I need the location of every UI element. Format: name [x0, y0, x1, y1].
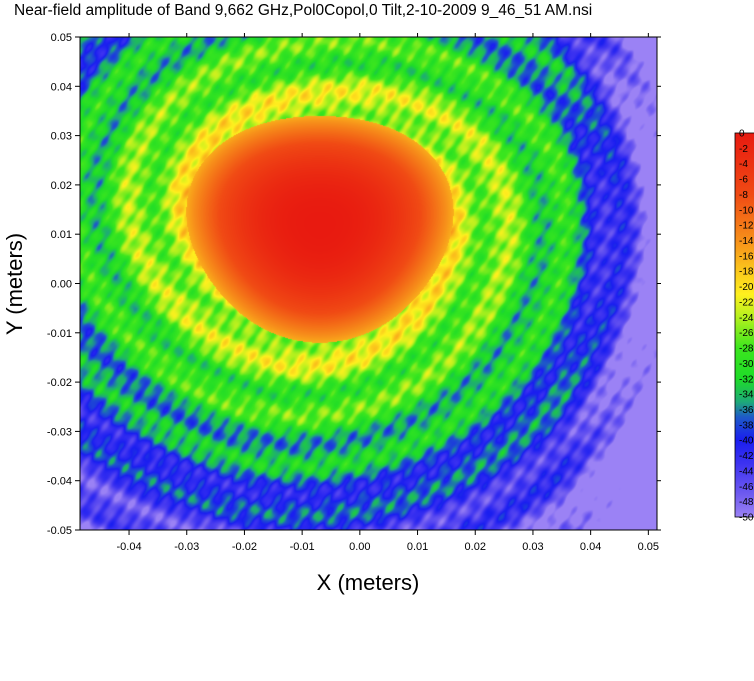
y-tick-label: -0.03 [47, 426, 72, 438]
colorbar-label: -6 [739, 175, 748, 186]
y-tick-label: -0.04 [47, 476, 72, 488]
y-tick-label: -0.01 [47, 328, 72, 340]
colorbar-label: -40 [739, 436, 754, 447]
colorbar-labels: 0 -2 -4 -6 -8 -10 -12 -14 -16 -18 -20 -22 -24 -26 -28 -… [739, 129, 754, 524]
x-tick-label: -0.03 [174, 541, 199, 553]
x-axis: -0.04 -0.03 -0.02 -0.01 0.00 0.01 0.02 0.03 0.04… [117, 33, 659, 553]
y-tick-label: 0.05 [51, 32, 72, 44]
x-axis-title: X (meters) [317, 570, 420, 595]
colorbar-label: -8 [739, 190, 748, 201]
colorbar-label: -20 [739, 282, 754, 293]
colorbar-label: -12 [739, 221, 754, 232]
colorbar-label: 0 [739, 129, 745, 140]
x-tick-label: -0.01 [290, 541, 315, 553]
x-tick-label: 0.02 [465, 541, 486, 553]
colorbar-label: -18 [739, 267, 754, 278]
y-axis-title: Y (meters) [2, 233, 27, 335]
x-tick-label: 0.05 [638, 541, 659, 553]
y-tick-label: 0.00 [51, 279, 72, 291]
colorbar-label: -26 [739, 328, 754, 339]
x-tick-label: -0.02 [232, 541, 257, 553]
colorbar-label: -34 [739, 390, 754, 401]
colorbar-label: -44 [739, 466, 754, 477]
colorbar-label: -46 [739, 482, 754, 493]
y-axis: 0.05 0.04 0.03 0.02 0.01 0.00 -0.01 -0.02 -0.03 -… [47, 32, 661, 537]
colorbar-label: -42 [739, 451, 754, 462]
colorbar-label: -22 [739, 297, 754, 308]
colorbar-label: -50 [739, 513, 754, 524]
x-tick-label: 0.01 [407, 541, 428, 553]
colorbar-label: -32 [739, 374, 754, 385]
colorbar-label: -38 [739, 420, 754, 431]
colorbar-label: -16 [739, 251, 754, 262]
colorbar-label: -36 [739, 405, 754, 416]
y-tick-label: 0.01 [51, 229, 72, 241]
x-tick-label: 0.04 [580, 541, 601, 553]
colorbar-label: -10 [739, 205, 754, 216]
colorbar-label: -2 [739, 144, 748, 155]
y-tick-label: -0.02 [47, 377, 72, 389]
colorbar-label: -24 [739, 313, 754, 324]
colorbar-label: -48 [739, 497, 754, 508]
heatmap-layer [80, 37, 657, 530]
y-tick-label: -0.05 [47, 525, 72, 537]
colorbar-label: -14 [739, 236, 754, 247]
y-tick-label: 0.04 [51, 81, 72, 93]
x-tick-label: 0.03 [522, 541, 543, 553]
colorbar-label: -4 [739, 159, 748, 170]
x-tick-label: 0.00 [349, 541, 370, 553]
y-tick-label: 0.02 [51, 180, 72, 192]
y-tick-label: 0.03 [51, 131, 72, 143]
colorbar: 0 -2 -4 -6 -8 -10 -12 -14 -16 -18 -20 -22 -24 -26 -28 -… [734, 129, 754, 524]
colorbar-scale [734, 132, 754, 518]
x-tick-label: -0.04 [117, 541, 142, 553]
heatmap-canvas [80, 37, 657, 530]
colorbar-label: -30 [739, 359, 754, 370]
colorbar-label: -28 [739, 344, 754, 355]
chart-title: Near-field amplitude of Band 9,662 GHz,P… [14, 2, 593, 19]
